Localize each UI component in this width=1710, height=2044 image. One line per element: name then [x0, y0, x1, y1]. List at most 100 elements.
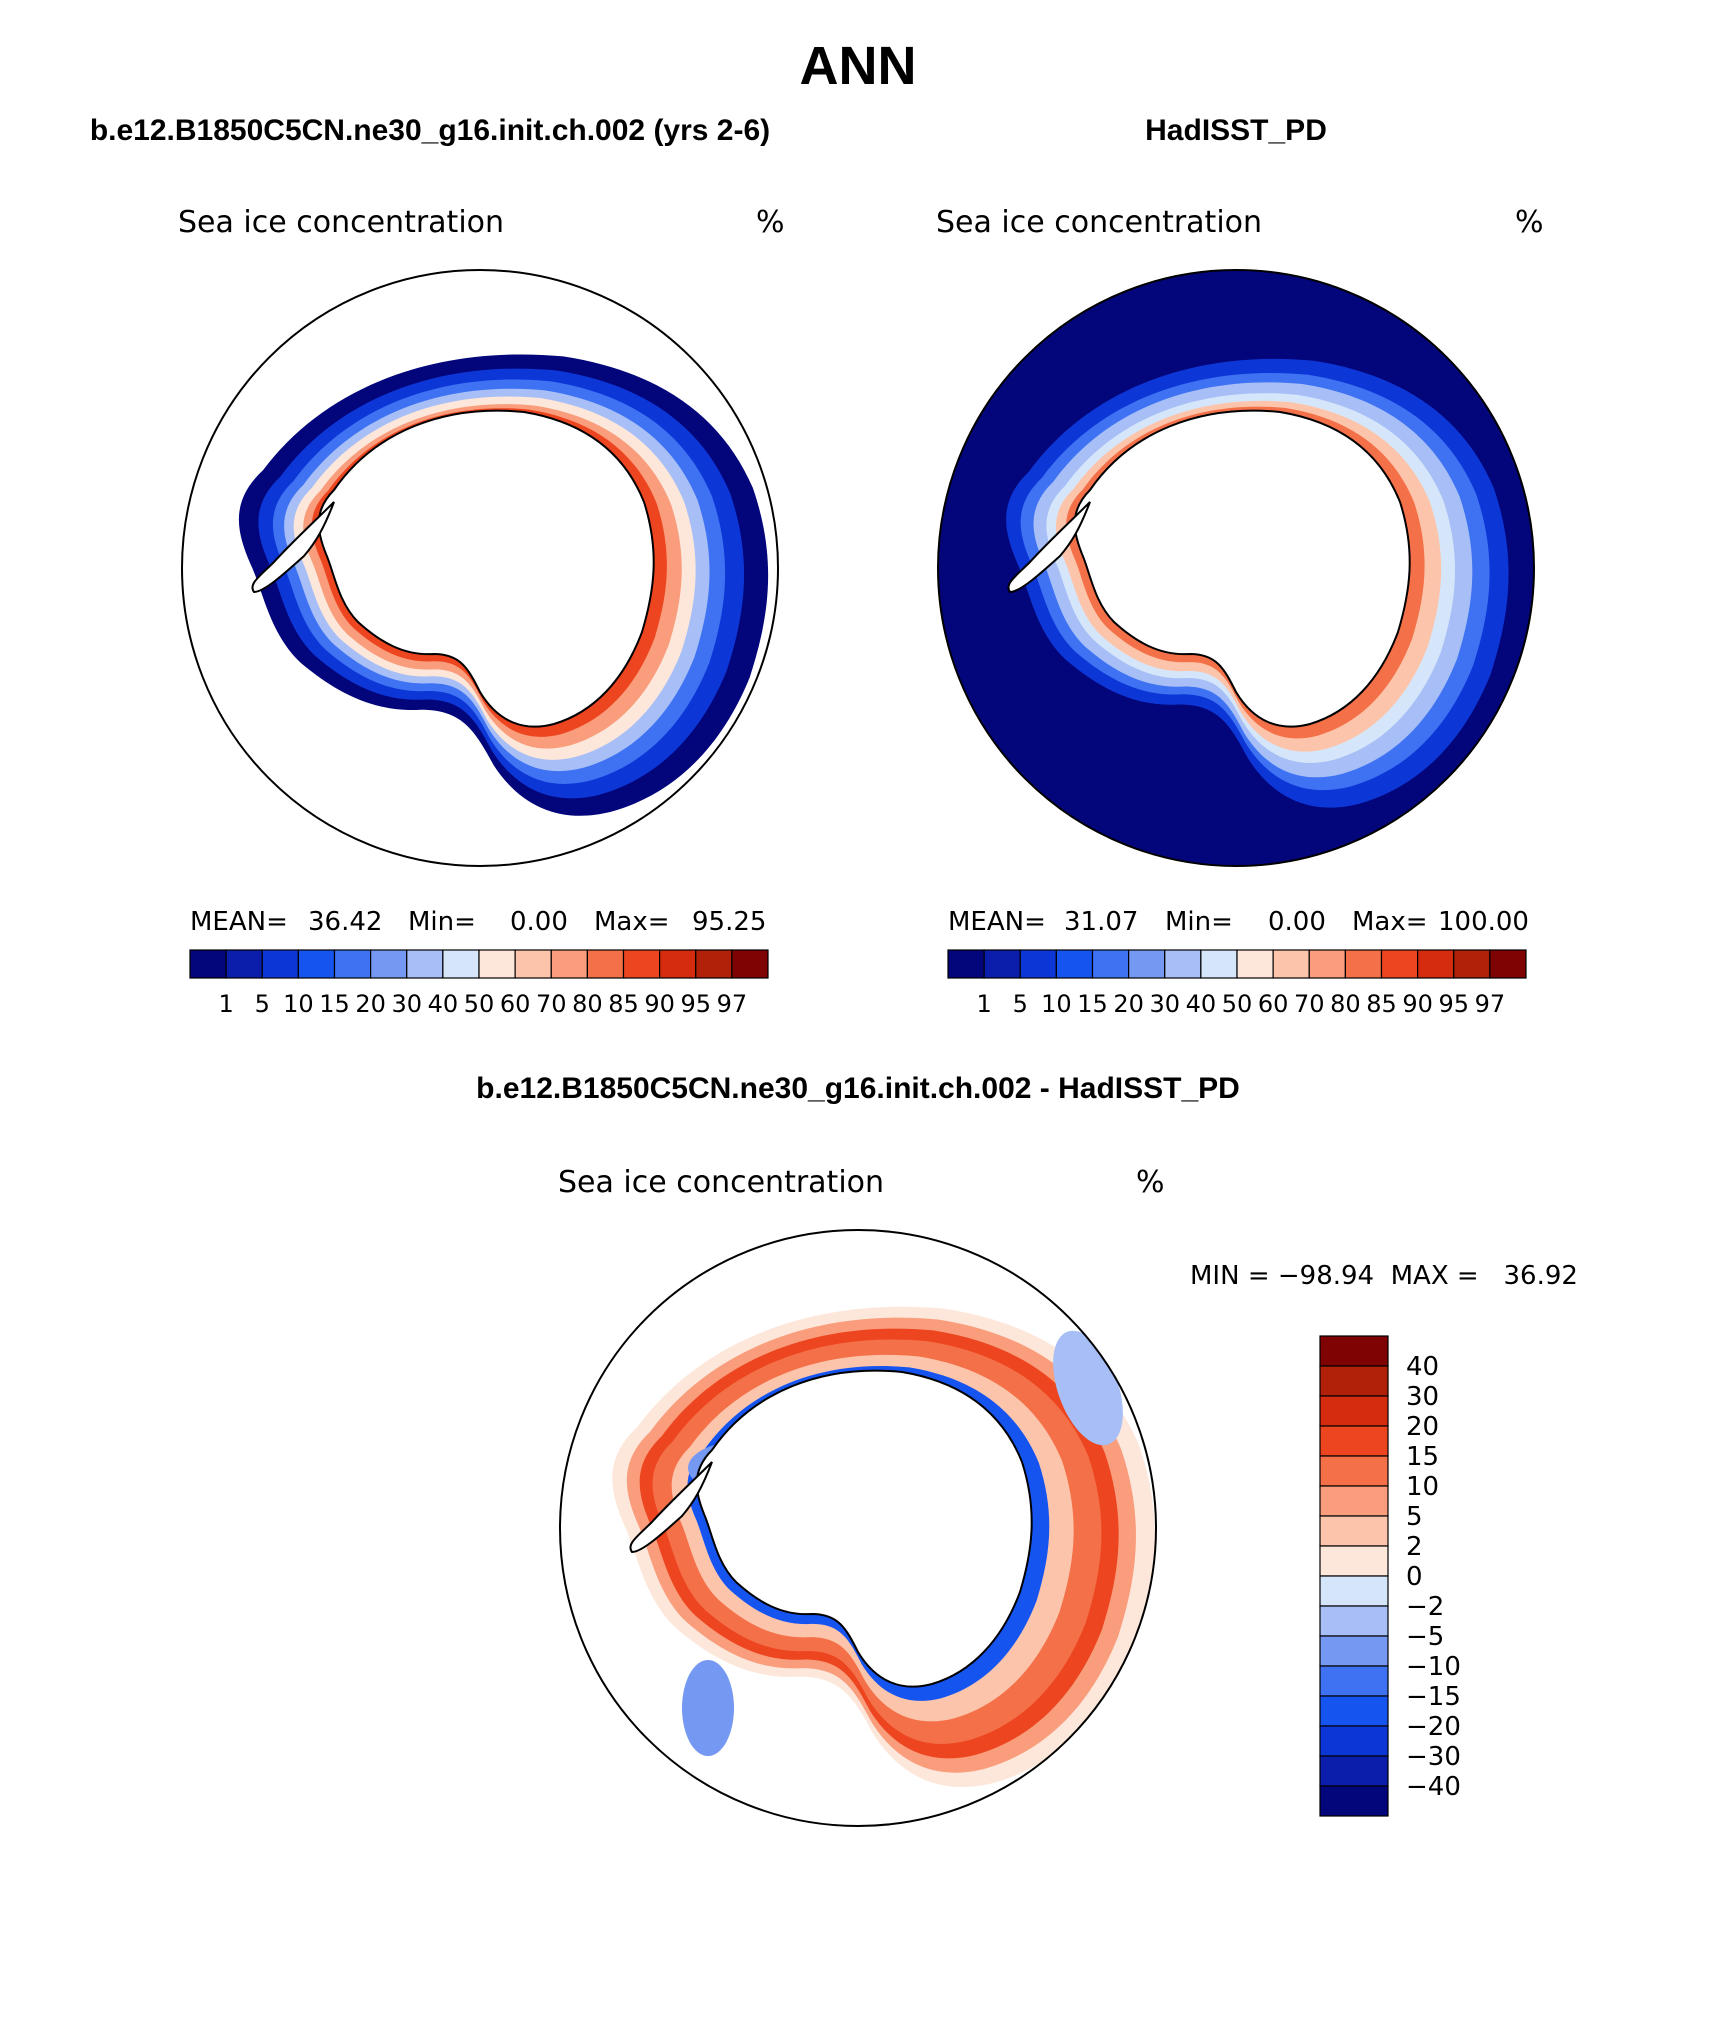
- svg-text:Max=: Max=: [594, 907, 670, 937]
- obs-colorbar-tick-label: 20: [1113, 990, 1144, 1018]
- obs-colorbar-tick-label: 1: [976, 990, 991, 1018]
- model-colorbar-swatch: [586, 949, 625, 979]
- obs-colorbar-tick-label: 60: [1258, 990, 1289, 1018]
- model-colorbar-swatch: [695, 949, 733, 979]
- model-colorbar-tick-label: 30: [391, 990, 422, 1018]
- model-colorbar-tick-label: 1: [218, 990, 233, 1018]
- model-colorbar-swatch: [442, 949, 480, 979]
- model-colorbar-tick-label: 20: [355, 990, 386, 1018]
- model-colorbar-swatch: [478, 949, 516, 979]
- model-colorbar-tick-label: 15: [319, 990, 350, 1018]
- model-variable-label: Sea ice concentration: [178, 205, 504, 240]
- model-colorbar-swatch: [731, 949, 769, 979]
- obs-colorbar-swatch: [1164, 949, 1202, 979]
- diff-panel-header: b.e12.B1850C5CN.ne30_g16.init.ch.002 - H…: [476, 1072, 1240, 1105]
- model-colorbar-swatch: [550, 949, 588, 979]
- model-colorbar-tick-label: 80: [572, 990, 603, 1018]
- obs-colorbar-swatch: [1344, 949, 1383, 979]
- obs-colorbar-tick-label: 5: [1013, 990, 1028, 1018]
- obs-colorbar-swatch: [1272, 949, 1310, 979]
- diff-colorbar-swatch: [1319, 1335, 1389, 1367]
- model-colorbar-tick-label: 95: [680, 990, 711, 1018]
- model-colorbar-tick-label: 40: [428, 990, 459, 1018]
- model-colorbar-tick-label: 90: [644, 990, 675, 1018]
- obs-colorbar-swatch: [1091, 949, 1130, 979]
- obs-polar-map: [937, 269, 1535, 867]
- diff-colorbar-tick-label: −15: [1406, 1682, 1461, 1712]
- svg-text:Min=: Min=: [408, 907, 476, 937]
- obs-colorbar-swatch: [1200, 949, 1238, 979]
- svg-text:31.07: 31.07: [1064, 907, 1138, 937]
- diff-colorbar-swatch: [1319, 1785, 1389, 1817]
- obs-colorbar-swatch: [1128, 949, 1166, 979]
- model-polar-map: [181, 269, 779, 867]
- obs-colorbar-swatch: [1453, 949, 1491, 979]
- model-colorbar-tick-label: 85: [608, 990, 639, 1018]
- obs-colorbar-swatch: [1380, 949, 1419, 979]
- diff-colorbar-swatch: [1319, 1755, 1389, 1787]
- diff-colorbar-tick-label: −30: [1406, 1742, 1461, 1772]
- diff-colorbar-tick-label: −5: [1406, 1622, 1444, 1652]
- model-units-label: %: [756, 205, 785, 240]
- diff-colorbar-tick-label: 30: [1406, 1382, 1439, 1412]
- diff-colorbar-swatch: [1319, 1605, 1389, 1637]
- model-colorbar-tick-label: 50: [464, 990, 495, 1018]
- obs-panel-header: HadISST_PD: [1145, 114, 1327, 147]
- obs-colorbar-swatch: [1019, 949, 1057, 979]
- diff-colorbar-swatch: [1319, 1635, 1389, 1667]
- diff-colorbar-swatch: [1319, 1725, 1389, 1757]
- obs-colorbar-tick-label: 95: [1438, 990, 1469, 1018]
- diff-colorbar-swatch: [1319, 1575, 1389, 1607]
- diff-colorbar-tick-label: 5: [1406, 1502, 1423, 1532]
- svg-text:100.00: 100.00: [1438, 907, 1529, 937]
- obs-colorbar-swatch: [1236, 949, 1274, 979]
- diff-colorbar-tick-label: 20: [1406, 1412, 1439, 1442]
- obs-colorbar-tick-label: 97: [1475, 990, 1506, 1018]
- diff-colorbar-swatch: [1319, 1425, 1389, 1457]
- diff-variable-label: Sea ice concentration: [558, 1165, 884, 1200]
- model-stats: MEAN= 36.42 Min= 0.00 Max= 95.25: [190, 907, 766, 937]
- diff-colorbar-tick-label: −10: [1406, 1652, 1461, 1682]
- obs-colorbar-tick-label: 15: [1077, 990, 1108, 1018]
- diff-units-label: %: [1136, 1165, 1165, 1200]
- model-colorbar-swatch: [261, 949, 299, 979]
- obs-units-label: %: [1515, 205, 1544, 240]
- diff-colorbar-swatch: [1319, 1485, 1389, 1517]
- diff-colorbar-tick-label: 10: [1406, 1472, 1439, 1502]
- obs-variable-label: Sea ice concentration: [936, 205, 1262, 240]
- model-colorbar-tick-label: 70: [536, 990, 567, 1018]
- model-colorbar-swatch: [333, 949, 372, 979]
- obs-colorbar-swatch: [947, 949, 985, 979]
- obs-colorbar-swatch: [1489, 949, 1527, 979]
- svg-text:Min=: Min=: [1165, 907, 1233, 937]
- obs-colorbar-tick-label: 10: [1041, 990, 1072, 1018]
- svg-text:MEAN=: MEAN=: [948, 907, 1046, 937]
- model-colorbar-tick-label: 5: [255, 990, 270, 1018]
- diff-colorbar-swatch: [1319, 1515, 1389, 1547]
- diff-colorbar-tick-label: −40: [1406, 1772, 1461, 1802]
- diff-colorbar-tick-label: 40: [1406, 1352, 1439, 1382]
- model-colorbar-swatch: [297, 949, 336, 979]
- obs-colorbar-tick-label: 90: [1402, 990, 1433, 1018]
- model-colorbar-swatch: [622, 949, 661, 979]
- obs-colorbar-tick-label: 30: [1149, 990, 1180, 1018]
- obs-colorbar-swatch: [983, 949, 1021, 979]
- obs-colorbar-swatch: [1055, 949, 1094, 979]
- diff-minmax-label: MIN = −98.94 MAX = 36.92: [1190, 1261, 1578, 1291]
- diff-colorbar-swatch: [1319, 1545, 1389, 1577]
- model-colorbar-tick-label: 97: [717, 990, 748, 1018]
- diff-polar-map: [559, 1229, 1157, 1827]
- diff-colorbar-swatch: [1319, 1695, 1389, 1727]
- diff-colorbar-tick-label: 2: [1406, 1532, 1423, 1562]
- obs-colorbar-swatch: [1417, 949, 1455, 979]
- obs-colorbar: 1 5 10 15 20 30 40 50 60 70 80 85 90 95 97: [947, 949, 1527, 1018]
- diff-colorbar-swatch: [1319, 1395, 1389, 1427]
- diff-colorbar-swatch: [1319, 1665, 1389, 1697]
- diff-colorbar-tick-label: −20: [1406, 1712, 1461, 1742]
- obs-stats: MEAN= 31.07 Min= 0.00 Max= 100.00: [948, 907, 1529, 937]
- diff-colorbar-tick-label: −2: [1406, 1592, 1444, 1622]
- svg-text:0.00: 0.00: [1268, 907, 1326, 937]
- obs-colorbar-tick-label: 80: [1330, 990, 1361, 1018]
